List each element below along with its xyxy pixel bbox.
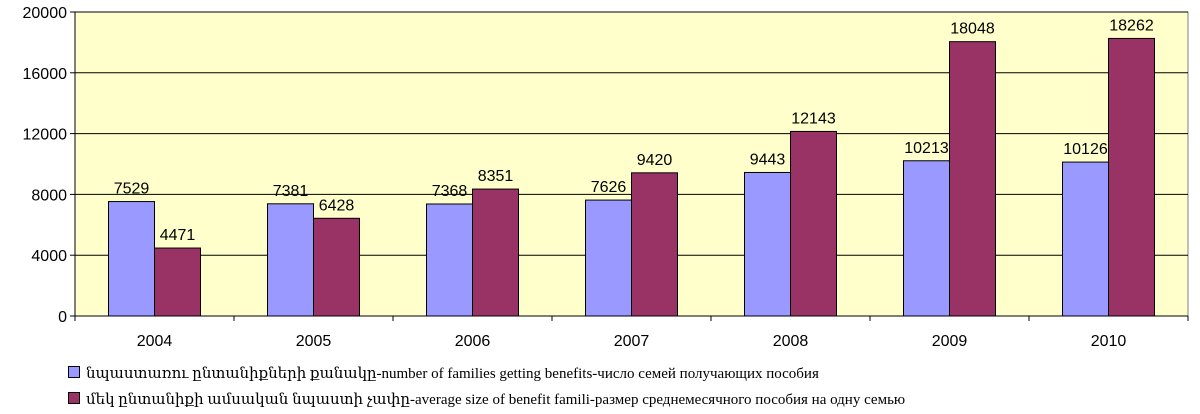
y-tick-label: 12000 — [23, 127, 68, 144]
x-tick-label: 2008 — [773, 333, 809, 350]
bar-benefit — [949, 41, 996, 317]
bar-families — [903, 160, 950, 317]
data-label-benefit: 18262 — [1109, 17, 1154, 34]
legend-item-families: նպաստառու ընտանիքների քանակը-number of f… — [68, 364, 819, 383]
legend-swatch-benefit — [68, 392, 80, 404]
bar-families — [744, 171, 791, 317]
data-label-benefit: 6428 — [319, 197, 355, 214]
data-label-benefit: 4471 — [160, 227, 196, 244]
data-label-families: 7368 — [432, 183, 468, 200]
bar-benefit — [154, 247, 201, 317]
x-tick-label: 2006 — [455, 333, 491, 350]
bar-benefit — [472, 188, 519, 317]
data-label-families: 9443 — [750, 151, 786, 168]
legend-label-families: նպաստառու ընտանիքների քանակը-number of f… — [86, 366, 819, 382]
bar-families — [426, 203, 473, 317]
legend-swatch-families — [68, 366, 80, 378]
x-tick-label: 2009 — [932, 333, 968, 350]
legend-item-benefit: մեկ ընտանիքի ամսական նպաստի չափը-average… — [68, 390, 905, 409]
bar-families — [585, 199, 632, 317]
legend-label-benefit: մեկ ընտանիքի ամսական նպաստի չափը-average… — [86, 392, 906, 408]
bar-families — [1062, 161, 1109, 317]
x-tick-label: 2005 — [296, 333, 332, 350]
data-label-benefit: 12143 — [791, 110, 836, 127]
bar-families — [108, 201, 155, 317]
y-tick-label: 8000 — [31, 187, 67, 204]
bar-benefit — [790, 130, 837, 317]
data-label-benefit: 9420 — [637, 152, 673, 169]
y-tick-label: 16000 — [23, 66, 68, 83]
data-label-families: 7381 — [273, 183, 309, 200]
bar-benefit — [313, 217, 360, 317]
data-label-families: 7626 — [591, 179, 627, 196]
data-label-families: 10126 — [1063, 141, 1108, 158]
data-label-families: 7529 — [114, 181, 150, 198]
data-label-benefit: 18048 — [950, 21, 995, 38]
bar-families — [267, 203, 314, 317]
bar-benefit — [631, 172, 678, 317]
x-tick-label: 2010 — [1091, 333, 1127, 350]
x-tick-label: 2007 — [614, 333, 650, 350]
bar-benefit — [1108, 37, 1155, 317]
data-label-benefit: 8351 — [478, 168, 514, 185]
chart-svg: 0 4000 8000 12000 16000 20000 2004 7529 4471 2005… — [23, 5, 1189, 350]
x-tick-label: 2004 — [137, 333, 173, 350]
data-label-families: 10213 — [904, 140, 949, 157]
y-tick-label: 4000 — [31, 248, 67, 265]
y-tick-label: 20000 — [23, 5, 68, 22]
y-tick-label: 0 — [58, 309, 67, 326]
